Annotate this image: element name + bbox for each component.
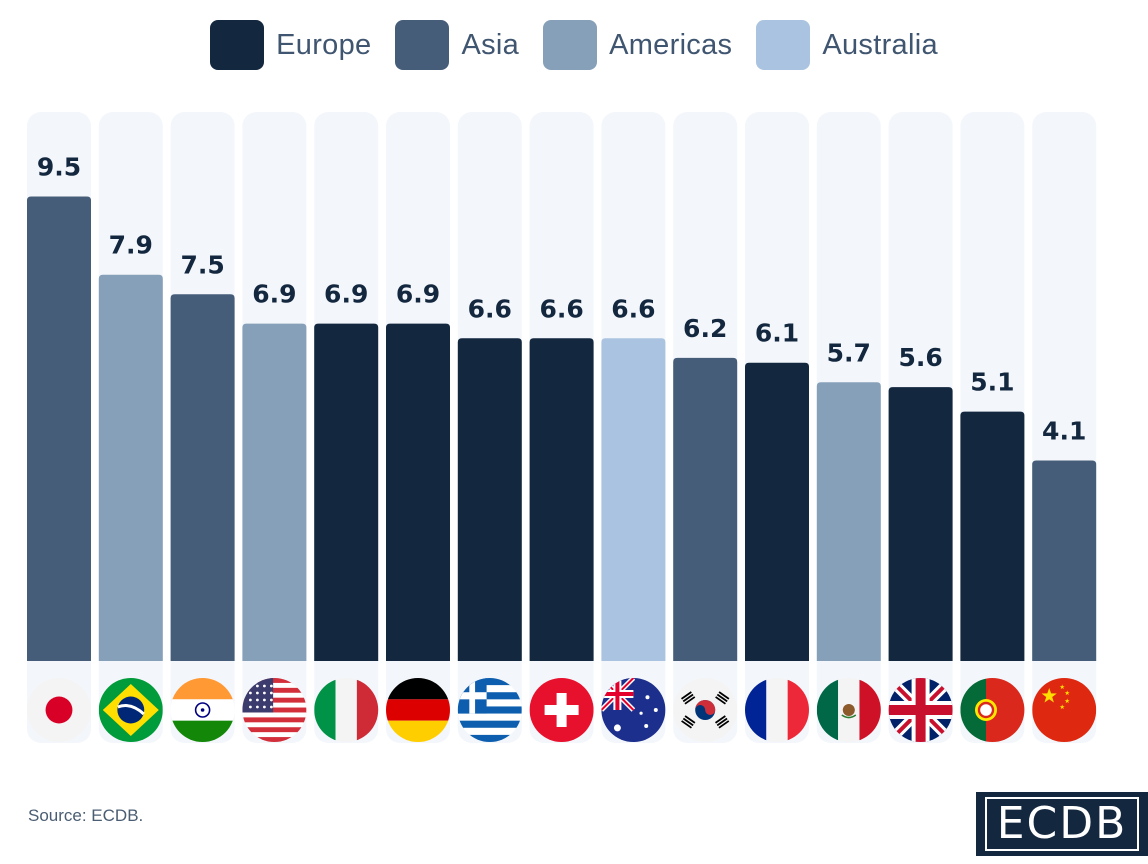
value-label-japan: 9.5 <box>37 152 81 181</box>
flag-south-korea-icon <box>673 678 738 742</box>
value-label-south-korea: 6.2 <box>683 314 727 343</box>
legend-item-americas: Americas <box>543 20 732 70</box>
value-label-india: 7.5 <box>180 250 224 279</box>
value-label-greece: 6.6 <box>468 294 512 323</box>
value-label-italy: 6.9 <box>324 280 368 309</box>
bar-brazil <box>98 274 163 661</box>
legend-label: Europe <box>276 28 372 61</box>
legend: Europe Asia Americas Australia <box>0 20 1148 70</box>
legend-swatch <box>756 20 811 70</box>
bar-china <box>1032 460 1097 661</box>
flag-icons <box>27 678 1097 742</box>
value-label-china: 4.1 <box>1042 417 1086 446</box>
flag-india-icon <box>170 678 235 742</box>
legend-item-asia: Asia <box>395 20 519 70</box>
flag-switzerland-icon <box>529 678 594 742</box>
value-label-germany: 6.9 <box>396 280 440 309</box>
bar-switzerland <box>529 338 594 661</box>
flag-united-states-icon <box>242 678 307 742</box>
bar-south-korea <box>673 357 738 661</box>
ecdb-logo-text: ECDB <box>984 797 1140 851</box>
value-labels: 9.5 7.9 7.5 6.9 6.9 6.9 6.6 6.6 6.6 6.2 6.1 5.7 5.6 5… <box>37 152 1086 445</box>
bar-australia <box>601 338 666 661</box>
bar-united-states <box>242 323 307 661</box>
value-label-france: 6.1 <box>755 319 799 348</box>
value-label-switzerland: 6.6 <box>539 294 583 323</box>
bar-portugal <box>960 411 1025 661</box>
value-label-united-kingdom: 5.6 <box>898 343 942 372</box>
bar-germany <box>386 323 450 661</box>
flag-mexico-icon <box>816 678 881 742</box>
ecdb-logo: ECDB <box>976 792 1148 856</box>
bar-france <box>745 362 809 661</box>
legend-item-australia: Australia <box>756 20 938 70</box>
value-label-australia: 6.6 <box>611 294 655 323</box>
legend-item-europe: Europe <box>210 20 371 70</box>
legend-swatch <box>210 20 265 70</box>
bars <box>27 196 1097 661</box>
bar-italy <box>314 323 379 661</box>
value-label-mexico: 5.7 <box>827 338 871 367</box>
flag-japan-icon <box>27 678 91 742</box>
legend-swatch <box>543 20 598 70</box>
bar-chart: 9.5 7.9 7.5 6.9 6.9 6.9 6.6 6.6 6.6 6.2 6.1 5.7 5.6 5… <box>27 112 1097 743</box>
legend-label: Asia <box>461 28 520 61</box>
flag-china-icon <box>1032 678 1097 742</box>
bar-japan <box>27 196 91 661</box>
source-note: Source: ECDB. <box>28 806 144 825</box>
legend-swatch <box>395 20 450 70</box>
value-label-united-states: 6.9 <box>252 280 296 309</box>
value-label-portugal: 5.1 <box>970 368 1014 397</box>
flag-brazil-icon <box>98 678 163 742</box>
legend-label: Australia <box>822 28 938 61</box>
bar-greece <box>457 338 522 661</box>
flag-italy-icon <box>314 678 379 742</box>
flag-united-kingdom-icon <box>888 678 953 742</box>
flag-germany-icon <box>386 678 450 742</box>
flag-greece-icon <box>457 678 522 742</box>
bar-mexico <box>816 382 881 661</box>
flag-australia-icon <box>601 678 666 742</box>
bar-india <box>170 294 235 661</box>
flag-france-icon <box>745 678 809 742</box>
legend-label: Americas <box>609 28 733 61</box>
bar-united-kingdom <box>888 387 953 661</box>
value-label-brazil: 7.9 <box>109 231 153 260</box>
